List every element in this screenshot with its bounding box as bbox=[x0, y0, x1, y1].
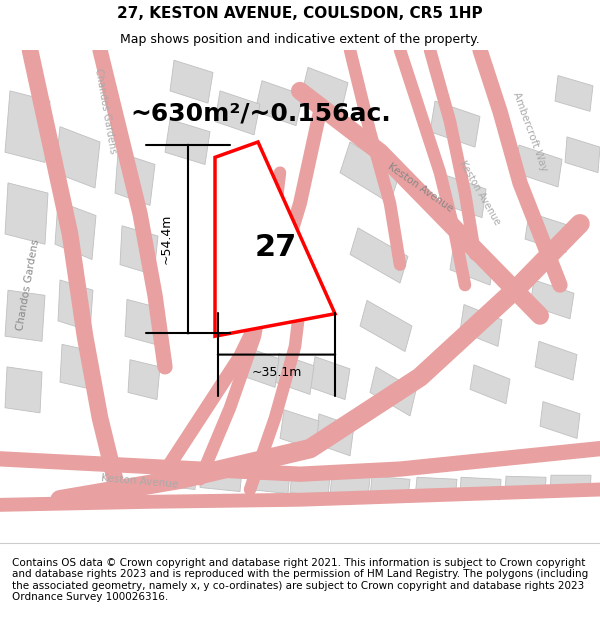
Polygon shape bbox=[370, 367, 416, 416]
Polygon shape bbox=[555, 76, 593, 111]
Text: ~35.1m: ~35.1m bbox=[251, 366, 302, 379]
Polygon shape bbox=[450, 242, 494, 285]
Polygon shape bbox=[350, 228, 408, 283]
Polygon shape bbox=[55, 127, 100, 188]
Polygon shape bbox=[525, 213, 570, 253]
Polygon shape bbox=[460, 304, 502, 346]
Polygon shape bbox=[5, 367, 42, 413]
Polygon shape bbox=[5, 91, 50, 162]
Polygon shape bbox=[58, 280, 93, 331]
Polygon shape bbox=[300, 68, 348, 116]
Text: Contains OS data © Crown copyright and database right 2021. This information is : Contains OS data © Crown copyright and d… bbox=[12, 558, 588, 602]
Text: Keston Avenue: Keston Avenue bbox=[458, 159, 502, 227]
Polygon shape bbox=[360, 301, 412, 351]
Text: Map shows position and indicative extent of the property.: Map shows position and indicative extent… bbox=[120, 32, 480, 46]
Polygon shape bbox=[460, 478, 501, 500]
Polygon shape bbox=[250, 468, 290, 494]
Polygon shape bbox=[540, 402, 580, 438]
Polygon shape bbox=[165, 119, 210, 164]
Polygon shape bbox=[5, 290, 45, 341]
Polygon shape bbox=[565, 137, 600, 172]
Polygon shape bbox=[430, 101, 480, 147]
Polygon shape bbox=[340, 142, 400, 203]
Polygon shape bbox=[215, 142, 335, 336]
Polygon shape bbox=[240, 346, 279, 388]
Text: 27: 27 bbox=[254, 233, 297, 262]
Polygon shape bbox=[125, 299, 158, 344]
Text: Keston Avenue: Keston Avenue bbox=[101, 473, 179, 489]
Polygon shape bbox=[290, 472, 330, 497]
Polygon shape bbox=[150, 462, 197, 489]
Polygon shape bbox=[255, 81, 303, 126]
Polygon shape bbox=[5, 183, 48, 244]
Polygon shape bbox=[120, 226, 158, 275]
Text: Ambercroft Way: Ambercroft Way bbox=[511, 91, 549, 173]
Polygon shape bbox=[55, 201, 96, 259]
Text: Chandos Gardens: Chandos Gardens bbox=[92, 68, 118, 155]
Polygon shape bbox=[535, 341, 577, 380]
Polygon shape bbox=[415, 478, 457, 500]
Text: 27, KESTON AVENUE, COULSDON, CR5 1HP: 27, KESTON AVENUE, COULSDON, CR5 1HP bbox=[117, 6, 483, 21]
Polygon shape bbox=[280, 410, 319, 449]
Polygon shape bbox=[275, 354, 314, 394]
Polygon shape bbox=[115, 152, 155, 206]
Polygon shape bbox=[215, 91, 260, 135]
Polygon shape bbox=[60, 344, 95, 389]
Polygon shape bbox=[315, 414, 354, 456]
Polygon shape bbox=[530, 280, 574, 319]
Polygon shape bbox=[505, 476, 546, 498]
Polygon shape bbox=[200, 466, 242, 491]
Text: Chandos Gardens: Chandos Gardens bbox=[15, 239, 41, 332]
Polygon shape bbox=[550, 475, 591, 496]
Polygon shape bbox=[515, 145, 562, 187]
Polygon shape bbox=[470, 365, 510, 404]
Text: ~630m²/~0.156ac.: ~630m²/~0.156ac. bbox=[130, 101, 391, 126]
Polygon shape bbox=[170, 60, 213, 103]
Text: Keston Avenue: Keston Avenue bbox=[386, 162, 454, 214]
Text: ~54.4m: ~54.4m bbox=[160, 214, 173, 264]
Polygon shape bbox=[310, 357, 350, 399]
Polygon shape bbox=[370, 476, 410, 500]
Polygon shape bbox=[128, 360, 160, 399]
Polygon shape bbox=[440, 175, 486, 218]
Polygon shape bbox=[330, 474, 370, 498]
